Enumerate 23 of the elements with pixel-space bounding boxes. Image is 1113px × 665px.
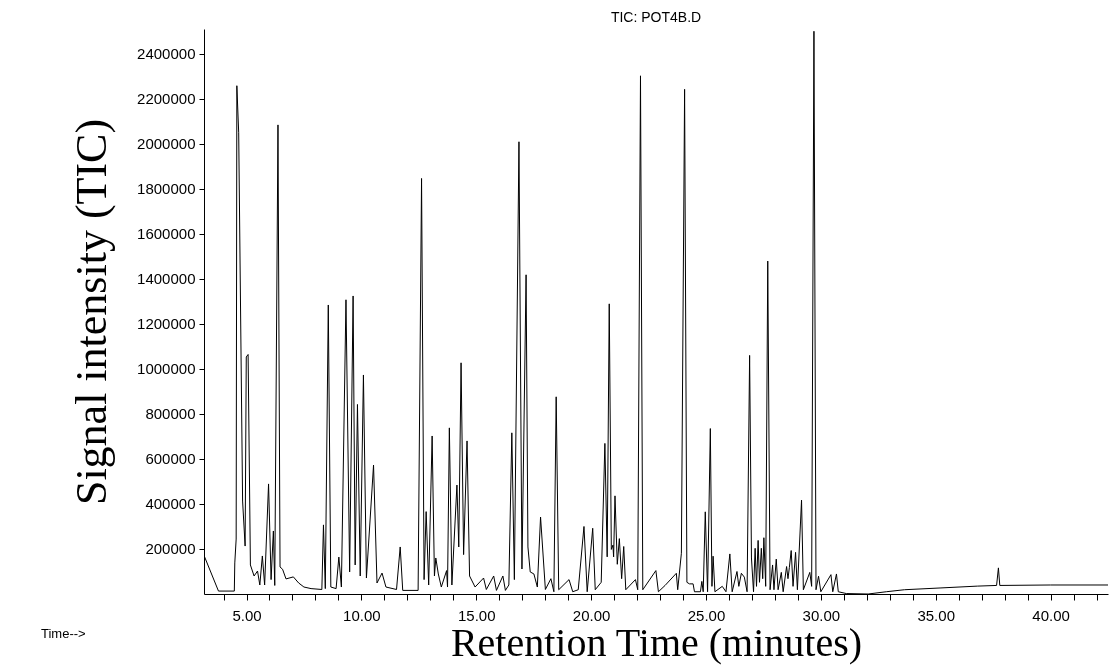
y-tick-label: 1800000 xyxy=(137,180,196,198)
x-tick-label: 5.00 xyxy=(232,606,262,624)
y-tick-label: 800000 xyxy=(145,405,196,423)
y-tick-label: 1400000 xyxy=(137,270,196,288)
text: Time--> xyxy=(41,626,86,641)
x-tick-label: 40.00 xyxy=(1032,606,1070,624)
x-tick-label: 10.00 xyxy=(343,606,381,624)
y-tick-label: 1200000 xyxy=(137,315,196,333)
x-tick-label: 30.00 xyxy=(802,606,841,624)
y-tick-label: 1600000 xyxy=(137,225,196,243)
x-tick-label: 35.00 xyxy=(917,606,955,624)
x-tick-label: 15.00 xyxy=(457,606,496,624)
chart-title: TIC: POT4B.D xyxy=(610,9,702,25)
x-tick-label: 25.00 xyxy=(687,606,726,624)
y-tick-label: 2000000 xyxy=(137,135,196,153)
y-tick-label: 400000 xyxy=(145,495,196,513)
y-tick-label: 2200000 xyxy=(137,90,196,108)
x-tick-label: 20.00 xyxy=(572,606,611,624)
y-tick-label: 600000 xyxy=(145,450,196,468)
y-tick-label: 2400000 xyxy=(137,45,196,63)
y-tick-label: 200000 xyxy=(145,540,196,558)
y-tick-label: 1000000 xyxy=(137,360,196,378)
y-axis-title: Signal intensity (TIC) xyxy=(67,118,117,506)
